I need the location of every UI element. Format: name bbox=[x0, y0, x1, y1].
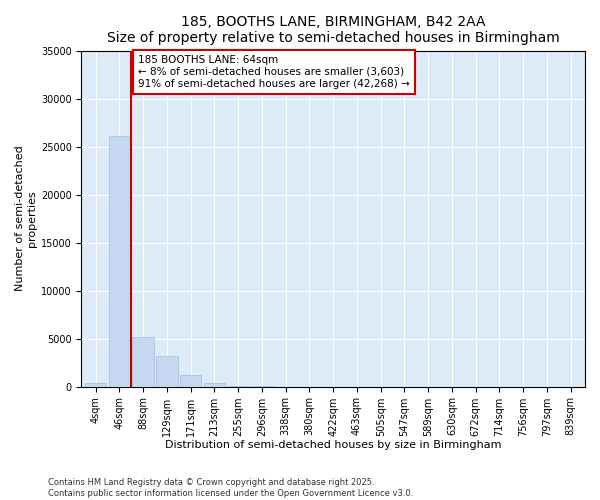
Text: Contains HM Land Registry data © Crown copyright and database right 2025.
Contai: Contains HM Land Registry data © Crown c… bbox=[48, 478, 413, 498]
Bar bbox=[204, 383, 225, 386]
Title: 185, BOOTHS LANE, BIRMINGHAM, B42 2AA
Size of property relative to semi-detached: 185, BOOTHS LANE, BIRMINGHAM, B42 2AA Si… bbox=[107, 15, 560, 45]
Bar bbox=[109, 136, 130, 386]
Bar bbox=[180, 375, 202, 386]
X-axis label: Distribution of semi-detached houses by size in Birmingham: Distribution of semi-detached houses by … bbox=[165, 440, 502, 450]
Y-axis label: Number of semi-detached
properties: Number of semi-detached properties bbox=[15, 146, 37, 292]
Text: 185 BOOTHS LANE: 64sqm
← 8% of semi-detached houses are smaller (3,603)
91% of s: 185 BOOTHS LANE: 64sqm ← 8% of semi-deta… bbox=[139, 56, 410, 88]
Bar bbox=[85, 383, 106, 386]
Bar bbox=[133, 336, 154, 386]
Bar bbox=[156, 356, 178, 386]
